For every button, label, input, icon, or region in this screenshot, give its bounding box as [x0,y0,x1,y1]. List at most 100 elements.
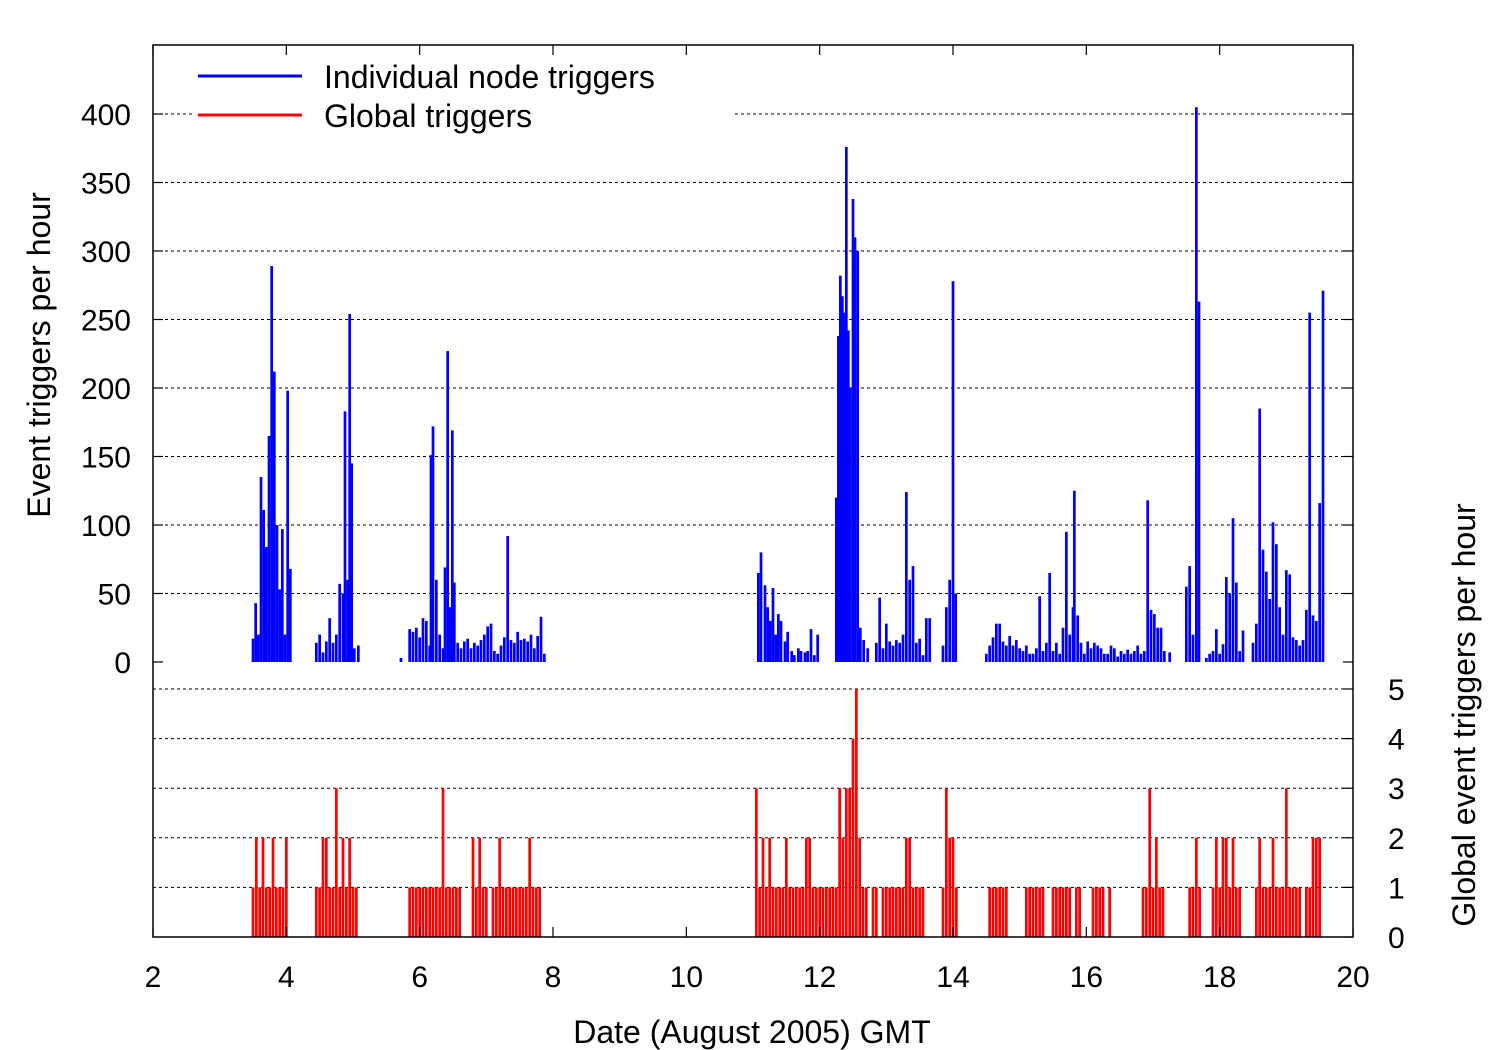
global-trigger-bar [348,837,352,937]
global-trigger-bar [278,887,282,937]
x-axis-label: Date (August 2005) GMT [573,1014,930,1050]
global-trigger-bar [411,887,415,937]
global-trigger-bar [921,887,925,937]
x-tick-label: 14 [936,961,969,994]
node-trigger-bar [356,645,360,662]
node-trigger-bar [1024,645,1028,662]
global-trigger-bar [1151,887,1155,937]
global-trigger-bar [951,837,955,937]
node-trigger-bar [529,634,533,662]
node-trigger-bar [851,198,855,662]
node-trigger-bar [522,638,526,662]
global-trigger-bar [838,788,842,937]
global-trigger-bar [1061,887,1065,937]
node-trigger-bar [884,623,888,662]
global-trigger-bar [764,887,768,937]
global-trigger-bar [991,887,995,937]
node-trigger-bar [858,627,862,662]
global-trigger-bar [431,887,435,937]
node-trigger-bar [343,411,347,662]
global-trigger-bar [1261,887,1265,937]
node-trigger-bar [1168,652,1172,662]
node-trigger-bar [1139,653,1143,662]
node-trigger-bar [991,637,995,662]
node-trigger-bar [489,623,493,662]
node-trigger-bar [1211,651,1215,662]
node-trigger-bar [1184,586,1188,662]
global-trigger-bar [328,887,332,937]
global-trigger-bar [1041,887,1045,937]
node-trigger-bar [1096,645,1100,662]
node-trigger-bar [472,642,476,662]
node-trigger-bar [844,146,848,662]
global-trigger-bar [1141,887,1145,937]
node-trigger-bar [256,634,260,662]
global-trigger-bar [1291,887,1295,937]
global-trigger-bar [498,837,502,937]
global-trigger-bar [414,887,418,937]
node-trigger-bar [1298,645,1302,662]
node-trigger-bar [1234,582,1238,662]
node-trigger-bar [856,251,860,662]
node-trigger-bar [809,629,813,662]
global-trigger-bar [1238,887,1242,937]
y-tick-label-lower: 4 [1388,724,1405,757]
global-trigger-bar [268,887,272,937]
global-trigger-bar [811,887,815,937]
global-trigger-bar [1218,887,1222,937]
node-trigger-bar [768,620,772,662]
global-trigger-bar [814,887,818,937]
node-trigger-bar [270,266,274,662]
node-trigger-bar [1136,645,1140,662]
y-tick-label-upper: 50 [98,579,131,612]
node-trigger-bar [1188,566,1192,662]
node-trigger-bar [429,455,433,662]
y-tick-label-lower: 1 [1388,872,1405,905]
node-trigger-bar [1086,641,1090,662]
global-trigger-bar [1004,887,1008,937]
node-trigger-bar [496,653,500,662]
global-trigger-bar [474,887,478,937]
global-trigger-bar [1001,887,1005,937]
node-trigger-bar [834,497,838,662]
node-trigger-bar [450,430,454,662]
global-trigger-bar [1198,887,1202,937]
node-trigger-bar [1021,651,1025,662]
global-trigger-bar [484,887,488,937]
global-trigger-bar [901,887,905,937]
node-trigger-bar [1146,500,1150,662]
node-trigger-bar [262,509,266,662]
y-axis-label-lower: Global event triggers per hour [1446,503,1482,927]
node-trigger-bar [441,648,445,662]
node-trigger-bar [866,648,870,662]
node-trigger-bar [346,579,350,662]
node-trigger-bar [519,640,523,662]
node-trigger-bar [862,640,866,662]
node-trigger-bar [908,579,912,662]
node-trigger-bar [816,634,820,662]
global-trigger-bar [821,887,825,937]
global-trigger-bar [264,887,268,937]
node-trigger-bar [1054,642,1058,662]
node-trigger-bar [1058,653,1062,662]
node-trigger-bar [314,642,318,662]
global-trigger-bar [1318,837,1322,937]
node-trigger-bar [1109,645,1113,662]
node-trigger-bar [1264,571,1268,662]
y-tick-label-lower: 0 [1388,922,1405,955]
global-trigger-bar [1254,887,1258,937]
node-trigger-bar [1119,651,1123,662]
node-trigger-bar [1068,634,1072,662]
global-trigger-bar [781,887,785,937]
node-trigger-bar [803,652,807,662]
node-trigger-bar [251,638,255,662]
node-trigger-bar [796,648,800,662]
global-trigger-bar [318,887,322,937]
global-trigger-bar [824,887,828,937]
node-trigger-bar [278,589,282,662]
y-tick-label-upper: 0 [114,647,131,680]
global-trigger-bar [344,887,348,937]
global-trigger-bar [1294,887,1298,937]
node-trigger-bar [1204,657,1208,662]
node-trigger-bar [1061,627,1065,662]
